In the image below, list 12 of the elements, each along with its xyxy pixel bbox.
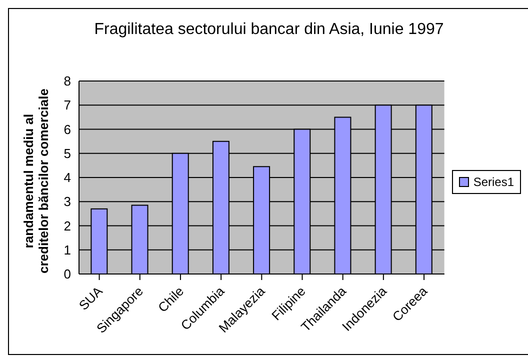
y-tick-label: 3 xyxy=(64,194,71,210)
y-tick-label: 0 xyxy=(64,266,71,282)
y-axis-title: randamentul mediu al creditelor băncilor comerciale xyxy=(21,88,51,274)
y-tick-label: 5 xyxy=(64,146,71,161)
legend-label: Series1 xyxy=(473,174,514,188)
y-tick-label: 7 xyxy=(64,98,71,113)
y-tick-label: 2 xyxy=(64,218,71,234)
y-tick-label: 6 xyxy=(64,122,71,137)
y-tick-label: 8 xyxy=(64,74,71,89)
y-tick-label: 4 xyxy=(64,170,71,186)
chart-title: Fragilitatea sectorului bancar din Asia, Iunie 1997 xyxy=(93,21,445,39)
y-tick-label: 1 xyxy=(64,242,71,258)
